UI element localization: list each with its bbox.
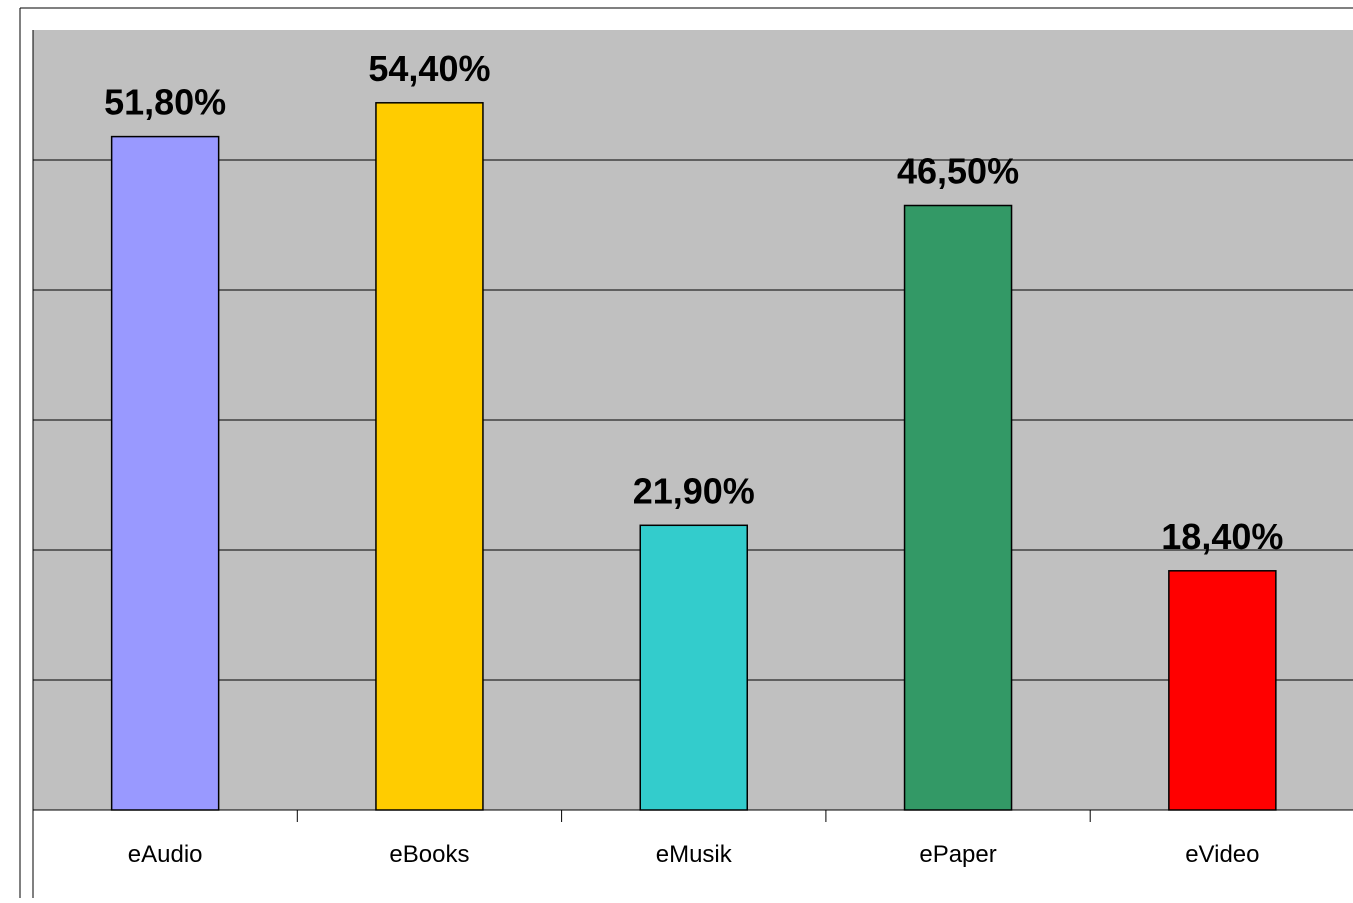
data-label-eaudio: 51,80% xyxy=(104,82,226,123)
bar-eaudio xyxy=(110,135,220,811)
bar-ebooks xyxy=(375,102,484,811)
category-label-emusik: eMusik xyxy=(656,841,733,868)
data-label-epaper: 46,50% xyxy=(897,151,1019,192)
data-label-ebooks: 54,40% xyxy=(368,48,490,89)
category-label-ebooks: eBooks xyxy=(389,841,469,868)
category-label-eaudio: eAudio xyxy=(128,841,203,868)
category-label-epaper: ePaper xyxy=(919,841,996,868)
x-axis: eAudio eBooks eMusik ePaper eVideo xyxy=(32,809,1353,868)
bar-epaper xyxy=(903,204,1013,811)
data-label-evideo: 18,40% xyxy=(1161,516,1283,557)
bar-evideo xyxy=(1168,570,1277,811)
bars xyxy=(110,102,1277,811)
data-label-emusik: 21,90% xyxy=(633,470,755,511)
category-label-evideo: eVideo xyxy=(1185,841,1259,868)
bar-emusik xyxy=(639,524,748,811)
data-labels: 51,80% 54,40% 21,90% 46,50% 18,40% xyxy=(104,48,1283,557)
